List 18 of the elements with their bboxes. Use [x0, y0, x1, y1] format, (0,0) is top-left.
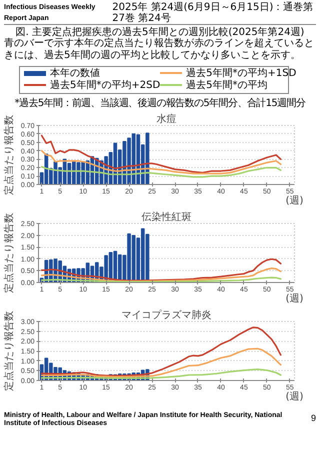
chart-title: マイコプラズマ肺炎	[122, 309, 212, 322]
legend-label: 過去5年間*の平均	[185, 80, 269, 92]
x-axis-title: (週)	[286, 196, 304, 207]
text: 2025年 第24週(6月9日～6月15日)：通巻第27巻 第24号	[112, 2, 314, 24]
legend-label: 過去5年間*の平均+1SD	[185, 68, 296, 80]
y-axis-title: 定点当たり報告数	[2, 311, 15, 392]
x-axis-title: (週)	[286, 294, 304, 305]
legend-label: 本年の数値	[49, 68, 101, 80]
text: *過去5年間：前週、当該週、後週の報告数の5年間分、合計15週間分	[14, 97, 306, 112]
text: 青のバーで示す本年の定点当たり報告数が赤のラインを超えているときには、過去5年間の週の平均と比較してかなり多いことを示す。	[4, 38, 315, 62]
y-axis-title: 定点当たり報告数	[2, 115, 15, 196]
x-axis-title: (週)	[286, 392, 304, 403]
text: 9	[310, 412, 316, 426]
chart-title: 水痘	[156, 113, 176, 126]
y-axis-title: 定点当たり報告数	[2, 213, 15, 294]
chart-title: 伝染性紅斑	[142, 211, 192, 224]
legend-label: 過去5年間*の平均+2SD	[49, 80, 160, 92]
text: 図. 主要定点把握疾患の過去5年間との週別比較(2025年第24週)	[14, 27, 306, 38]
